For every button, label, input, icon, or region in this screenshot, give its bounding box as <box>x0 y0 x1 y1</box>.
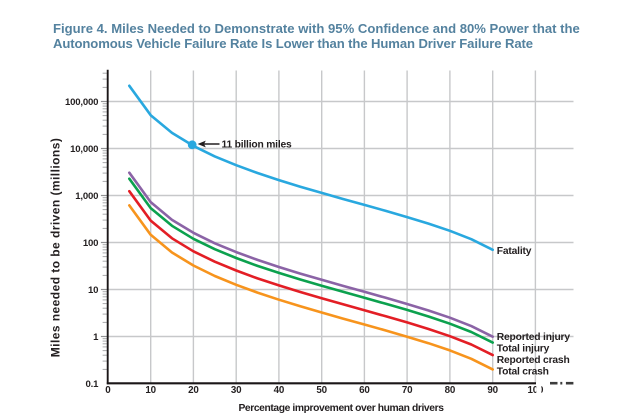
svg-text:1: 1 <box>93 332 99 343</box>
svg-text:20: 20 <box>188 385 199 396</box>
svg-text:80: 80 <box>445 385 456 396</box>
svg-text:70: 70 <box>402 385 413 396</box>
svg-text:Percentage improvement over hu: Percentage improvement over human driver… <box>238 403 444 414</box>
svg-text:100: 100 <box>528 385 544 396</box>
svg-text:90: 90 <box>487 385 498 396</box>
svg-text:100: 100 <box>83 238 98 249</box>
svg-text:40: 40 <box>274 385 285 396</box>
svg-text:11 billion miles: 11 billion miles <box>222 139 293 150</box>
svg-text:1,000: 1,000 <box>75 191 98 202</box>
svg-text:100,000: 100,000 <box>65 97 98 108</box>
svg-text:30: 30 <box>231 385 242 396</box>
svg-text:Fatality: Fatality <box>497 246 532 257</box>
svg-text:Miles needed to be driven (mil: Miles needed to be driven (millions) <box>49 138 63 358</box>
svg-text:Total crash: Total crash <box>497 367 549 378</box>
svg-text:Reported crash: Reported crash <box>497 355 570 366</box>
svg-text:10: 10 <box>88 285 98 296</box>
svg-text:60: 60 <box>359 385 370 396</box>
svg-text:10,000: 10,000 <box>70 144 98 155</box>
svg-text:Total injury: Total injury <box>497 344 550 355</box>
svg-text:50: 50 <box>316 385 327 396</box>
svg-text:0.1: 0.1 <box>86 379 100 390</box>
svg-text:Reported injury: Reported injury <box>497 332 571 343</box>
svg-text:0: 0 <box>105 385 111 396</box>
svg-text:10: 10 <box>145 385 156 396</box>
